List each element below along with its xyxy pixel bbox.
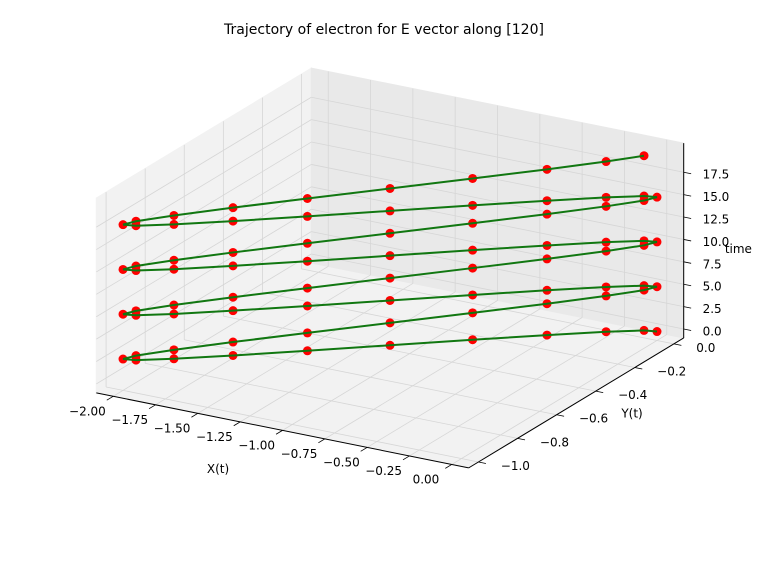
z-tick-label: 17.5 [703, 168, 730, 182]
y-tick [556, 414, 565, 417]
grid-line [324, 308, 541, 440]
z-tick-label: 7.5 [703, 257, 722, 271]
x-axis-line [96, 392, 469, 469]
y-tick [673, 343, 682, 346]
x-tick [233, 421, 241, 427]
z-axis-label: time [725, 242, 752, 256]
y-tick-label: −1.0 [501, 459, 530, 473]
grid-line [239, 291, 456, 423]
y-tick-label: −0.2 [657, 364, 686, 378]
z-tick-label: 10.0 [703, 235, 730, 249]
grid-line [113, 266, 329, 397]
z-tick-label: 12.5 [703, 213, 730, 227]
z-tick [683, 239, 692, 242]
x-tick [275, 430, 283, 435]
grid-line [311, 253, 684, 330]
grid-line [96, 141, 312, 273]
x-tick [318, 438, 326, 444]
x-tick [191, 412, 199, 418]
x-tick-label: −0.50 [323, 456, 360, 470]
x-tick-label: −0.25 [365, 464, 402, 478]
x-tick-label: −1.25 [196, 430, 233, 444]
chart-title: Trajectory of electron for E vector alon… [223, 22, 544, 38]
grid-line [184, 339, 557, 416]
z-tick [683, 261, 692, 264]
y-tick [634, 367, 643, 370]
z-tick-label: 2.5 [703, 302, 722, 316]
y-axis-label: Y(t) [620, 407, 642, 421]
x-tick [106, 395, 114, 401]
z-tick [683, 216, 692, 219]
grid-line [145, 362, 518, 439]
x-tick [445, 464, 452, 469]
grid-line [96, 231, 312, 362]
y-tick-label: 0.0 [696, 341, 715, 355]
x-tick-label: −0.75 [281, 447, 318, 461]
grid-line [155, 274, 371, 406]
grid-line [223, 315, 596, 392]
z-tick-label: 0.0 [703, 325, 722, 339]
z-tick-label: 5.0 [703, 280, 722, 294]
y-axis-line [468, 337, 684, 469]
x-axis-label: X(t) [207, 462, 229, 476]
z-tick [683, 171, 692, 175]
z-tick [683, 283, 692, 287]
trajectory-line [122, 154, 658, 362]
x-tick [402, 455, 410, 461]
x-tick-label: −1.50 [154, 421, 191, 435]
z-tick [683, 328, 692, 331]
y-tick [517, 437, 526, 441]
x-tick [148, 404, 156, 410]
y-tick [478, 461, 486, 464]
z-tick [683, 194, 692, 197]
grid-line [311, 208, 684, 285]
x-tick-label: −1.75 [111, 413, 148, 427]
grid-line [311, 164, 684, 240]
grid-line [106, 386, 479, 463]
grid-line [409, 325, 625, 457]
y-tick-label: −0.4 [618, 388, 647, 402]
y-tick-label: −0.6 [579, 412, 608, 426]
z-tick [683, 306, 692, 309]
grid-line [282, 300, 498, 431]
grid-line [96, 96, 312, 228]
x-tick-label: −2.00 [69, 404, 106, 418]
grid-line [451, 334, 667, 465]
x-tick-label: 0.00 [413, 473, 440, 487]
x-tick-label: −1.00 [238, 438, 275, 452]
y-tick-label: −0.8 [540, 435, 569, 449]
grid-line [96, 186, 312, 318]
x-tick [360, 447, 368, 452]
y-tick [595, 390, 604, 394]
z-tick-label: 15.0 [703, 190, 730, 204]
grid-line [311, 119, 684, 196]
